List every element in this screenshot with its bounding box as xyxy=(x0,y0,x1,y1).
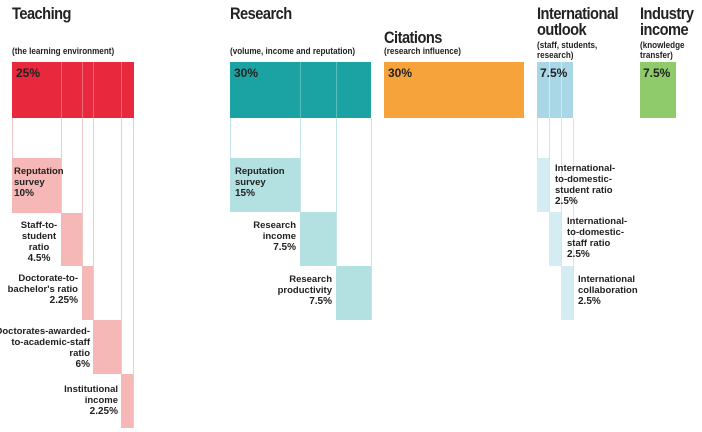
research-reputation-block xyxy=(230,158,300,212)
teaching-institutional-income-label: Institutional income 2.25% xyxy=(64,384,118,417)
research-productivity-label: Research productivity 7.5% xyxy=(277,274,332,307)
international-student-ratio-block xyxy=(537,158,549,212)
international-student-ratio-label: International- to-domestic- student rati… xyxy=(555,163,616,207)
teaching-institutional-income-block xyxy=(121,374,133,428)
research-productivity-block xyxy=(336,266,371,320)
teaching-bar-divider xyxy=(93,62,94,118)
connector-line xyxy=(336,118,337,266)
connector-line xyxy=(12,118,13,158)
teaching-staff-ratio-label: Staff-to- student ratio 4.5% xyxy=(20,220,58,264)
teaching-subtitle: (the learning environment) xyxy=(12,46,115,56)
teaching-reputation-label: Reputation survey 10% xyxy=(14,166,64,199)
research-bar-divider xyxy=(336,62,337,118)
international-staff-ratio-label: International- to-domestic- staff ratio … xyxy=(567,216,628,260)
international-collaboration-label: International collaboration 2.5% xyxy=(578,274,638,307)
international-bar-divider xyxy=(549,62,550,118)
connector-line xyxy=(133,118,134,428)
international-collaboration-block xyxy=(561,266,573,320)
teaching-bar-divider xyxy=(121,62,122,118)
international-bar-divider xyxy=(561,62,562,118)
teaching-doctorates-awarded-label: Doctorates-awarded- to-academic-staff ra… xyxy=(0,326,90,370)
research-subtitle: (volume, income and reputation) xyxy=(230,46,356,56)
teaching-bar-divider xyxy=(61,62,62,118)
international-weight-value: 7.5% xyxy=(540,66,568,80)
teaching-staff-ratio-block xyxy=(61,213,82,266)
research-bar-divider xyxy=(300,62,301,118)
connector-line xyxy=(230,118,231,158)
connector-line xyxy=(573,118,574,320)
teaching-doctorates-awarded-block xyxy=(93,320,121,374)
connector-line xyxy=(82,118,83,266)
citations-weight-value: 30% xyxy=(388,66,413,80)
international-title: International outlook xyxy=(537,4,619,39)
international-weight-bar xyxy=(537,62,573,118)
connector-line xyxy=(121,118,122,374)
connector-line xyxy=(537,118,538,158)
research-income-label: Research income 7.5% xyxy=(253,220,296,253)
connector-line xyxy=(561,118,562,266)
citations-subtitle: (research influence) xyxy=(384,46,461,56)
teaching-weight-value: 25% xyxy=(16,66,41,80)
industry-title: Industry income xyxy=(640,4,694,39)
teaching-title: Teaching xyxy=(12,4,71,23)
connector-line xyxy=(300,118,301,212)
teaching-doctorate-bachelor-block xyxy=(82,266,93,320)
industry-weight-bar xyxy=(640,62,676,118)
research-weight-value: 30% xyxy=(234,66,259,80)
research-income-block xyxy=(300,212,336,266)
connector-line xyxy=(371,118,372,320)
citations-title: Citations xyxy=(384,28,442,47)
connector-line xyxy=(93,118,94,320)
research-title: Research xyxy=(230,4,292,23)
international-subtitle: (staff, students, research) xyxy=(537,40,598,60)
teaching-reputation-block xyxy=(12,158,61,213)
teaching-bar-divider xyxy=(82,62,83,118)
international-staff-ratio-block xyxy=(549,212,561,266)
connector-line xyxy=(549,118,550,212)
connector-line xyxy=(61,118,62,213)
teaching-weight-bar xyxy=(12,62,134,118)
industry-weight-value: 7.5% xyxy=(643,66,671,80)
industry-subtitle: (knowledge transfer) xyxy=(640,40,685,60)
research-reputation-label: Reputation survey 15% xyxy=(235,166,285,199)
citations-weight-bar xyxy=(384,62,524,118)
teaching-doctorate-bachelor-label: Doctorate-to- bachelor's ratio 2.25% xyxy=(7,273,78,306)
